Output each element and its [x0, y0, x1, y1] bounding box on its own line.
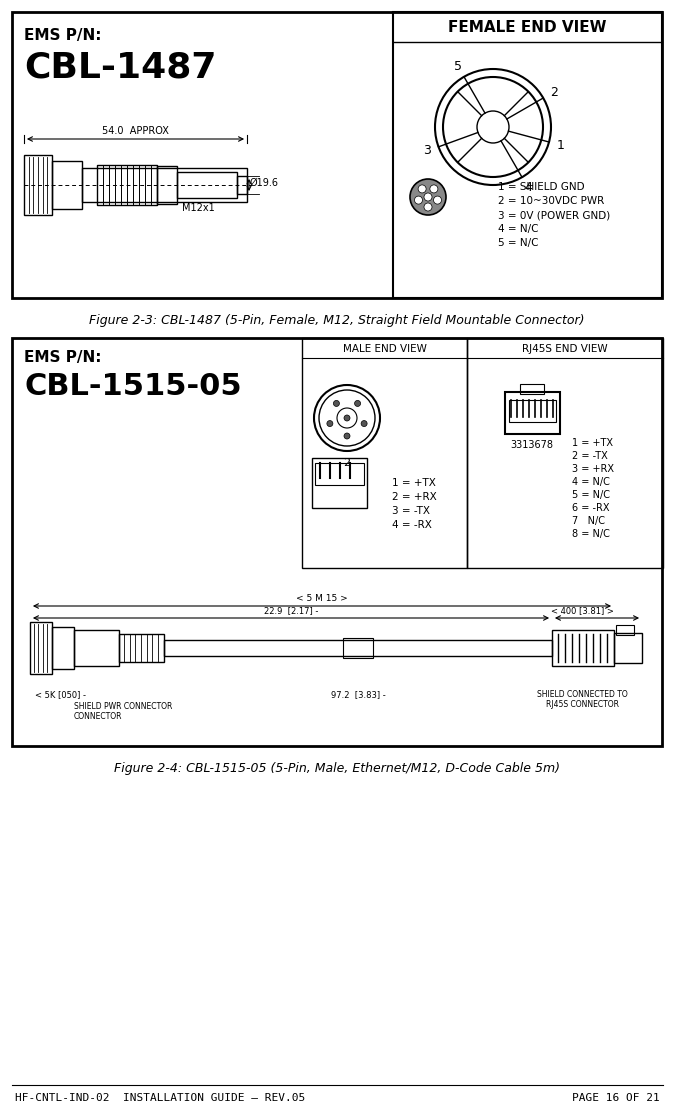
Text: 2 = -TX: 2 = -TX [572, 451, 608, 461]
Text: 3: 3 [423, 144, 431, 158]
Text: 1 = +TX: 1 = +TX [572, 438, 613, 448]
Text: 5 = N/C: 5 = N/C [498, 238, 539, 248]
Text: 7   N/C: 7 N/C [572, 516, 605, 526]
Bar [74, 630, 119, 666]
Bar [12, 12, 662, 298]
Text: 2 = +RX: 2 = +RX [392, 492, 437, 502]
Bar [467, 338, 663, 568]
Text: HF-CNTL-IND-02  INSTALLATION GUIDE – REV.05: HF-CNTL-IND-02 INSTALLATION GUIDE – REV.… [15, 1093, 305, 1103]
Text: 54.0  APPROX: 54.0 APPROX [102, 126, 169, 136]
Text: 2: 2 [549, 86, 558, 98]
Bar [12, 338, 662, 746]
Text: Ø19.6: Ø19.6 [250, 178, 279, 188]
Bar [82, 168, 247, 202]
Bar [157, 165, 177, 204]
Bar [52, 161, 82, 208]
Circle shape [430, 185, 438, 193]
Text: < 5 M 15 >: < 5 M 15 > [296, 595, 348, 603]
Text: 2: 2 [344, 458, 350, 468]
Bar [302, 338, 467, 568]
Text: RJ45S END VIEW: RJ45S END VIEW [522, 344, 608, 354]
Circle shape [344, 415, 350, 421]
Circle shape [410, 179, 446, 215]
Text: < 400 [3.81] >: < 400 [3.81] > [551, 606, 614, 615]
Bar [552, 630, 614, 666]
Bar [614, 633, 642, 663]
Text: 6 = -RX: 6 = -RX [572, 503, 610, 513]
Text: 3 = 0V (POWER GND): 3 = 0V (POWER GND) [498, 210, 610, 219]
Bar [119, 634, 164, 662]
Bar [24, 156, 52, 215]
Text: 2 = 10~30VDC PWR: 2 = 10~30VDC PWR [498, 196, 604, 206]
Text: 5: 5 [454, 60, 462, 73]
Bar [164, 640, 552, 656]
Text: Figure 2-3: CBL-1487 (5-Pin, Female, M12, Straight Field Mountable Connector): Figure 2-3: CBL-1487 (5-Pin, Female, M12… [89, 314, 585, 326]
Bar [315, 463, 364, 485]
Text: CBL-1487: CBL-1487 [24, 50, 217, 84]
Text: 4: 4 [524, 181, 532, 194]
Bar [343, 638, 373, 658]
Circle shape [424, 203, 432, 211]
Text: EMS P/N:: EMS P/N: [24, 28, 101, 43]
Text: 1: 1 [557, 139, 564, 151]
Text: CBL-1515-05: CBL-1515-05 [24, 372, 242, 401]
Text: 1 = SHIELD GND: 1 = SHIELD GND [498, 182, 585, 192]
Bar [508, 400, 556, 422]
Text: 4 = -RX: 4 = -RX [392, 520, 432, 531]
Text: MALE END VIEW: MALE END VIEW [342, 344, 427, 354]
Circle shape [333, 400, 340, 406]
Text: 3 = -TX: 3 = -TX [392, 506, 430, 516]
Circle shape [414, 196, 423, 204]
Text: 1 = +TX: 1 = +TX [392, 478, 436, 488]
Circle shape [433, 196, 441, 204]
Bar [177, 172, 237, 199]
Text: SHIELD PWR CONNECTOR
CONNECTOR: SHIELD PWR CONNECTOR CONNECTOR [74, 702, 172, 721]
Bar [30, 622, 52, 674]
Text: EMS P/N:: EMS P/N: [24, 350, 101, 365]
Bar [616, 625, 634, 635]
Circle shape [424, 193, 432, 201]
Text: PAGE 16 OF 21: PAGE 16 OF 21 [572, 1093, 660, 1103]
Text: 4 = N/C: 4 = N/C [572, 476, 610, 488]
Circle shape [418, 185, 426, 193]
Bar [52, 627, 74, 670]
Bar [504, 392, 560, 433]
Text: 3313678: 3313678 [510, 440, 554, 450]
Text: 3 = +RX: 3 = +RX [572, 464, 614, 474]
Text: FEMALE END VIEW: FEMALE END VIEW [448, 20, 607, 35]
Text: 97.2  [3.83] -: 97.2 [3.83] - [331, 690, 385, 699]
Circle shape [354, 400, 360, 406]
Text: 5 = N/C: 5 = N/C [572, 490, 610, 500]
Bar [237, 176, 247, 194]
Bar [97, 165, 157, 205]
Text: 4 = N/C: 4 = N/C [498, 224, 539, 234]
Text: 22.9  [2.17] -: 22.9 [2.17] - [264, 606, 318, 615]
Text: < 5K [050] -: < 5K [050] - [35, 690, 86, 699]
Text: 8 = N/C: 8 = N/C [572, 529, 610, 539]
Bar [312, 458, 367, 508]
Text: SHIELD CONNECTED TO
RJ45S CONNECTOR: SHIELD CONNECTED TO RJ45S CONNECTOR [537, 690, 627, 709]
Bar [520, 384, 544, 394]
Bar [393, 12, 662, 298]
Text: M12x1: M12x1 [182, 203, 215, 213]
Text: Figure 2-4: CBL-1515-05 (5-Pin, Male, Ethernet/M12, D-Code Cable 5m): Figure 2-4: CBL-1515-05 (5-Pin, Male, Et… [114, 762, 560, 775]
Circle shape [361, 420, 367, 427]
Circle shape [344, 433, 350, 439]
Circle shape [327, 420, 333, 427]
